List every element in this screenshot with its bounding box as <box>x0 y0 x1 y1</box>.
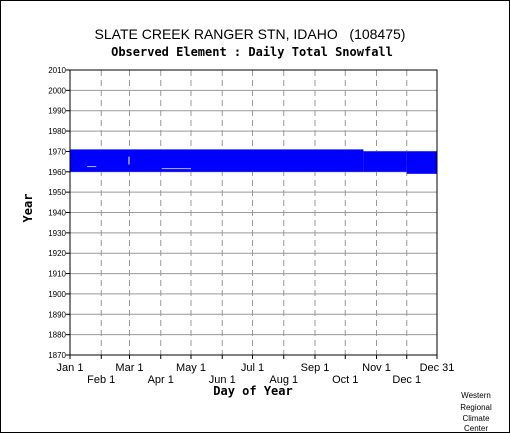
chart-subtitle: Observed Element : Daily Total Snowfall <box>111 45 393 59</box>
y-tick-label: 1990 <box>48 107 66 116</box>
coverage-bar <box>70 149 364 172</box>
missing-data-gap <box>161 168 191 170</box>
y-tick-label: 2010 <box>48 66 66 75</box>
y-tick-label: 1970 <box>48 147 66 156</box>
y-tick-label: 1870 <box>48 351 66 360</box>
missing-data-gap <box>128 156 130 165</box>
y-axis-ticks: 1870 1880 1890 1900 1910 1920 1930 1940 1950 1960… <box>48 66 70 360</box>
credit-text: Western Regional Climate Center <box>460 391 492 433</box>
x-tick-label: Dec 31 <box>420 362 455 374</box>
x-tick-label: Apr 1 <box>148 374 174 386</box>
credit-line: Climate <box>462 414 490 423</box>
y-tick-label: 1910 <box>48 270 66 279</box>
x-tick-label: Dec 1 <box>392 374 421 386</box>
chart-title: SLATE CREEK RANGER STN, IDAHO (108475) <box>95 26 406 42</box>
x-tick-label: Jan 1 <box>57 362 84 374</box>
coverage-bar <box>363 151 407 172</box>
y-tick-label: 1890 <box>48 310 66 319</box>
y-tick-label: 1950 <box>48 188 66 197</box>
x-tick-label: Jun 1 <box>209 374 236 386</box>
x-tick-label: Nov 1 <box>362 362 391 374</box>
grid-lines <box>70 69 437 356</box>
y-tick-label: 1980 <box>48 127 66 136</box>
credit-line: Western <box>461 391 491 400</box>
y-axis-label: Year <box>21 194 35 223</box>
x-axis-ticks: Jan 1 Mar 1 May 1 Jul 1 Sep 1 Nov 1 Dec 31 Feb … <box>57 355 455 386</box>
x-tick-label: May 1 <box>176 362 206 374</box>
x-tick-label: Mar 1 <box>115 362 143 374</box>
y-tick-label: 1880 <box>48 331 66 340</box>
data-coverage <box>70 149 437 174</box>
x-axis-label: Day of Year <box>213 384 292 398</box>
credit-line: Center <box>464 424 488 433</box>
x-tick-label: Feb 1 <box>87 374 115 386</box>
y-tick-label: 1900 <box>48 290 66 299</box>
y-tick-label: 1940 <box>48 209 66 218</box>
credit-line: Regional <box>460 403 492 412</box>
y-tick-label: 1920 <box>48 249 66 258</box>
y-tick-label: 1930 <box>48 229 66 238</box>
x-tick-label: Oct 1 <box>332 374 358 386</box>
x-tick-label: Sep 1 <box>301 362 330 374</box>
y-tick-label: 1960 <box>48 168 66 177</box>
coverage-bar <box>406 151 437 174</box>
x-tick-label: Aug 1 <box>269 374 298 386</box>
missing-data-gap <box>87 166 97 168</box>
x-tick-label: Jul 1 <box>241 362 264 374</box>
y-tick-label: 2000 <box>48 86 66 95</box>
